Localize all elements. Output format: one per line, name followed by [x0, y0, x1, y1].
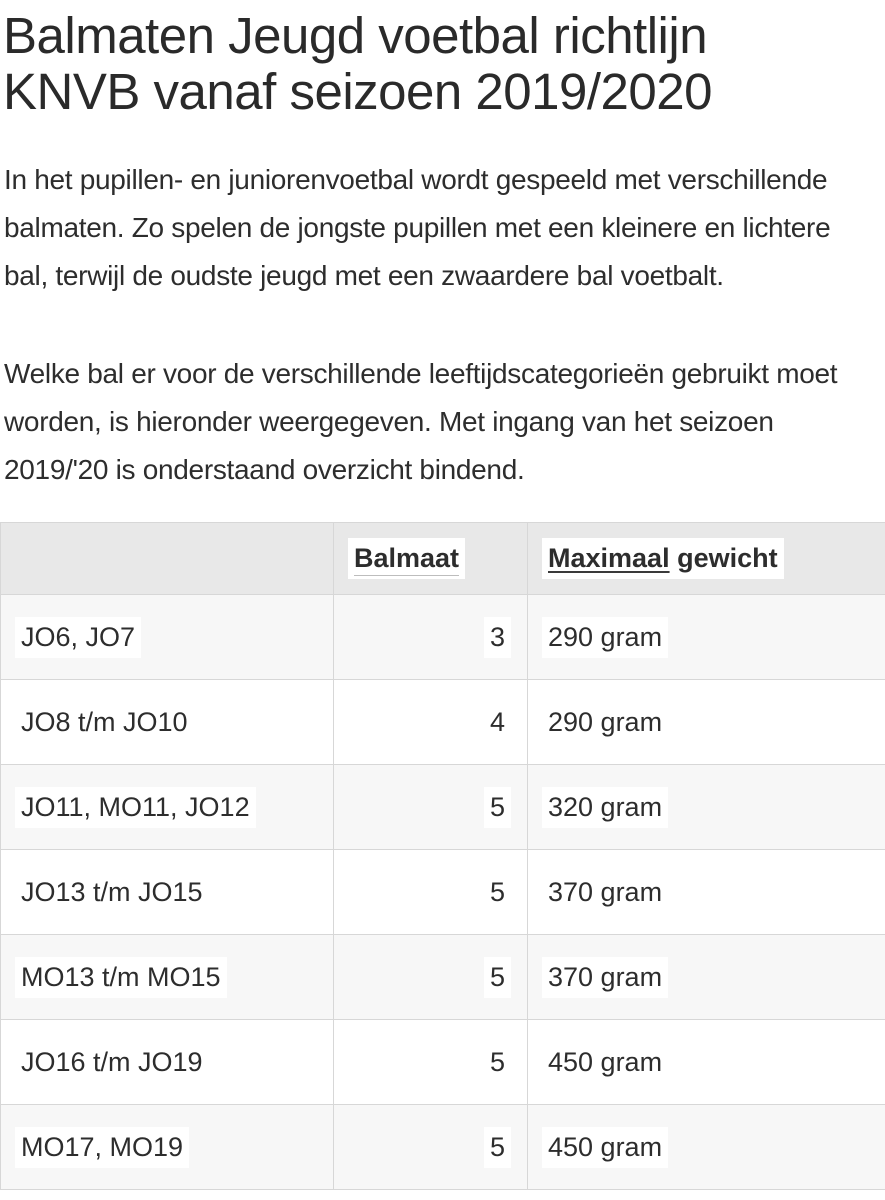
table-row: JO13 t/m JO15 5 370 gram	[0, 849, 885, 935]
cell-category: JO11, MO11, JO12	[0, 764, 334, 850]
cell-ball-size: 3	[333, 594, 528, 680]
max-weight-header-label: Maximaal gewicht	[542, 538, 784, 579]
intro-paragraph: In het pupillen- en juniorenvoetbal word…	[4, 164, 831, 291]
cell-ball-size: 5	[333, 849, 528, 935]
cell-category: MO17, MO19	[0, 1104, 334, 1190]
page-title: Balmaten Jeugd voetbal richtlijn KNVB va…	[3, 7, 713, 120]
header-cell-category	[0, 522, 334, 595]
cell-max-weight: 370 gram	[527, 934, 885, 1020]
cell-ball-size: 4	[333, 679, 528, 765]
header-cell-balmaat: Balmaat	[333, 522, 528, 595]
cell-category: JO8 t/m JO10	[0, 679, 334, 765]
cell-ball-size: 5	[333, 764, 528, 850]
cell-max-weight: 450 gram	[527, 1019, 885, 1105]
cell-ball-size: 5	[333, 1104, 528, 1190]
cell-category: JO13 t/m JO15	[0, 849, 334, 935]
table-row: JO11, MO11, JO12 5 320 gram	[0, 764, 885, 850]
table-row: JO6, JO7 3 290 gram	[0, 594, 885, 680]
cell-ball-size: 5	[333, 934, 528, 1020]
table-row: JO16 t/m JO19 5 450 gram	[0, 1019, 885, 1105]
table-row: JO8 t/m JO10 4 290 gram	[0, 679, 885, 765]
cell-max-weight: 290 gram	[527, 594, 885, 680]
cell-category: JO16 t/m JO19	[0, 1019, 334, 1105]
overview-paragraph: Welke bal er voor de verschillende leeft…	[4, 358, 838, 485]
ball-sizes-table: Balmaat Maximaal gewicht JO6, JO7 3 290 …	[0, 522, 885, 1190]
table-row: MO17, MO19 5 450 gram	[0, 1104, 885, 1190]
balmaat-header-label: Balmaat	[348, 538, 466, 579]
cell-max-weight: 450 gram	[527, 1104, 885, 1190]
cell-category: JO6, JO7	[0, 594, 334, 680]
table-row: MO13 t/m MO15 5 370 gram	[0, 934, 885, 1020]
table-header-row: Balmaat Maximaal gewicht	[0, 522, 885, 595]
cell-max-weight: 290 gram	[527, 679, 885, 765]
cell-ball-size: 5	[333, 1019, 528, 1105]
cell-max-weight: 320 gram	[527, 764, 885, 850]
cell-max-weight: 370 gram	[527, 849, 885, 935]
cell-category: MO13 t/m MO15	[0, 934, 334, 1020]
header-cell-max-weight: Maximaal gewicht	[527, 522, 885, 595]
